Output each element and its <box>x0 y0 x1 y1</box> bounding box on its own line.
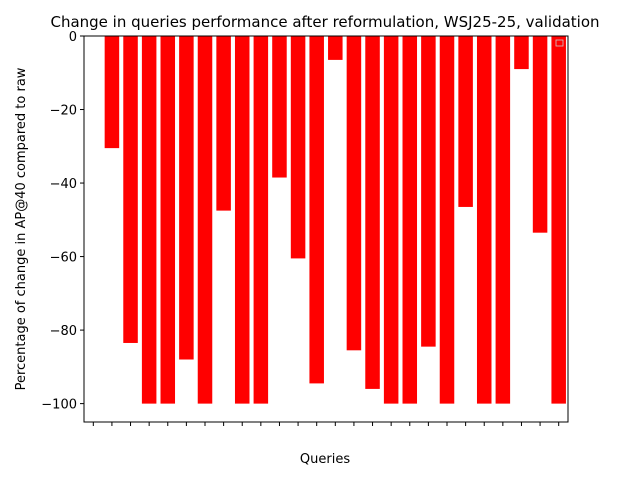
bar <box>328 36 343 60</box>
bar <box>272 36 287 178</box>
bar <box>141 36 157 404</box>
bars-group <box>104 36 566 404</box>
bar <box>123 36 138 343</box>
y-tick-label: −60 <box>50 251 77 266</box>
bar <box>421 36 436 347</box>
plot-frame <box>83 35 569 423</box>
bar <box>402 36 418 404</box>
bar <box>346 36 362 351</box>
bar <box>179 36 194 360</box>
bar <box>216 36 231 211</box>
bar <box>104 36 120 149</box>
bar <box>495 36 511 404</box>
x-axis-title: Queries <box>300 452 350 467</box>
y-axis: 0 −20 −40 −60 −80 −100 <box>41 30 84 413</box>
bar <box>439 36 455 404</box>
x-axis <box>92 422 560 426</box>
y-tick-label: 0 <box>69 30 77 45</box>
bar <box>476 36 492 404</box>
bar <box>383 36 399 404</box>
bar <box>253 36 269 404</box>
bar <box>309 36 324 384</box>
bar <box>197 36 213 404</box>
y-tick-label: −100 <box>41 398 77 413</box>
bar <box>290 36 306 259</box>
y-tick-label: −20 <box>50 104 77 119</box>
chart-title: Change in queries performance after refo… <box>50 13 599 31</box>
bar <box>160 36 176 404</box>
bar <box>365 36 380 389</box>
y-tick-label: −40 <box>50 177 77 192</box>
legend-box <box>555 39 564 47</box>
y-tick-label: −80 <box>50 324 77 339</box>
bar <box>532 36 548 233</box>
bar <box>514 36 529 70</box>
bar <box>234 36 250 404</box>
bar <box>551 36 566 404</box>
y-axis-title: Percentage of change in AP@40 compared t… <box>14 67 29 390</box>
bar <box>458 36 473 207</box>
